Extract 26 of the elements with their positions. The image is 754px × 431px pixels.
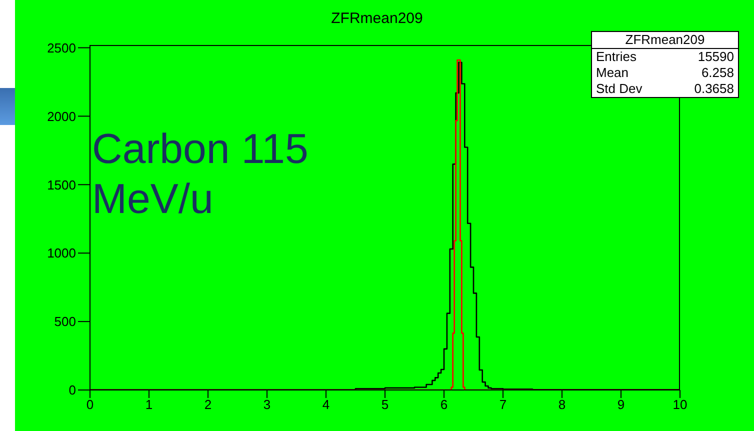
y-tick-label: 2000 (47, 108, 76, 124)
x-tick-label: 8 (558, 397, 566, 412)
y-tick-label: 2500 (47, 40, 76, 56)
x-tick-label: 7 (499, 397, 507, 412)
x-tick-label: 0 (86, 397, 94, 412)
y-tick-label: 1500 (47, 177, 76, 192)
x-tick-label: 4 (322, 397, 330, 412)
x-tick-label: 3 (263, 397, 271, 412)
text: 0.3658 (694, 81, 734, 97)
chart-title: ZFRmean209 (330, 10, 424, 27)
x-tick-label: 10 (672, 397, 688, 412)
annotation: Std Dev (596, 81, 642, 97)
y-tick-label: 0 (68, 382, 76, 398)
text: 6.258 (701, 65, 734, 81)
y-tick-label: 1000 (47, 246, 76, 261)
text: 15590 (698, 49, 734, 65)
annotation: ZFRmean209 (592, 32, 738, 49)
annotation: Entries (596, 49, 636, 65)
x-tick-label: 2 (204, 397, 212, 412)
annotation: Mean (596, 65, 629, 81)
x-tick-label: 1 (145, 397, 153, 412)
y-tick-label: 500 (54, 314, 76, 330)
annotation: Carbon 115 MeV/u (92, 124, 310, 224)
x-tick-label: 5 (381, 397, 389, 412)
x-tick-label: 9 (617, 397, 625, 412)
x-tick-label: 6 (440, 397, 448, 412)
